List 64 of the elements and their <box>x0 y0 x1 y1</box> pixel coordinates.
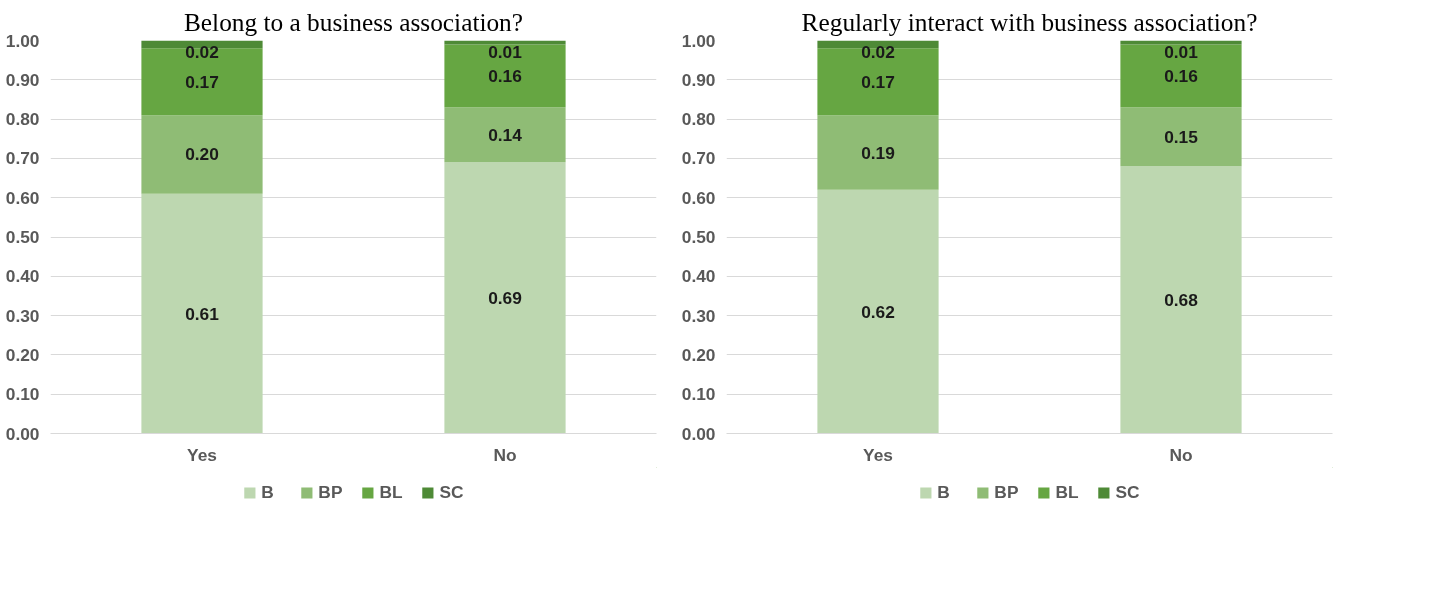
data-label: 0.01 <box>488 41 523 62</box>
y-tick-label: 0.80 <box>681 109 716 130</box>
x-tick-label: Yes <box>863 444 893 465</box>
y-tick-label: 0.70 <box>5 148 40 169</box>
bar <box>817 115 939 190</box>
legend-label: BP <box>994 481 1019 503</box>
y-tick-label: 0.80 <box>5 109 40 130</box>
data-label: 0.01 <box>1164 41 1199 62</box>
legend-label: B <box>261 481 275 503</box>
y-tick-label: 0.20 <box>5 344 40 365</box>
bar <box>141 193 263 434</box>
data-label: 0.61 <box>185 303 220 324</box>
data-label: 0.17 <box>185 71 219 92</box>
y-tick-label: 0.00 <box>681 423 716 444</box>
legend-label: BL <box>1055 481 1079 503</box>
data-label: 0.15 <box>1164 126 1199 147</box>
y-tick-label: 0.50 <box>681 227 716 247</box>
data-label: 0.02 <box>185 41 219 62</box>
bar <box>1120 107 1242 167</box>
data-label: 0.14 <box>488 124 523 145</box>
bar <box>817 48 939 116</box>
bar <box>141 48 263 116</box>
bar <box>444 44 566 108</box>
y-tick-label: 0.30 <box>5 305 40 326</box>
y-tick-label: 0.10 <box>681 384 716 405</box>
y-tick-label: 0.60 <box>5 187 40 208</box>
bar <box>1120 166 1242 434</box>
y-tick-label: 0.60 <box>681 187 716 208</box>
legend-label: SC <box>439 481 464 503</box>
y-tick-label: 0.70 <box>681 148 716 169</box>
data-label: 0.68 <box>1164 289 1199 310</box>
data-label: 0.02 <box>861 41 895 62</box>
bar <box>1120 44 1242 108</box>
y-tick-label: 0.50 <box>5 227 40 247</box>
legend-label: BP <box>318 481 343 503</box>
legend-label: SC <box>1115 481 1140 503</box>
y-tick-label: 0.30 <box>681 305 716 326</box>
chart-title: Belong to a business association? <box>183 7 524 36</box>
y-tick-label: 0.40 <box>5 266 40 287</box>
x-tick-label: Yes <box>187 444 217 465</box>
legend-label: B <box>937 481 951 503</box>
y-tick-label: 1.00 <box>5 30 40 51</box>
data-label: 0.16 <box>1164 65 1199 86</box>
y-tick-label: 0.00 <box>5 423 40 444</box>
y-tick-label: 0.10 <box>5 384 40 405</box>
data-label: 0.17 <box>861 71 895 92</box>
legend-label: BL <box>379 481 403 503</box>
data-label: 0.20 <box>185 144 219 165</box>
y-tick-label: 0.20 <box>681 344 716 365</box>
bar <box>817 189 939 434</box>
y-tick-label: 1.00 <box>681 30 716 51</box>
x-tick-label: No <box>493 444 517 465</box>
y-tick-label: 0.90 <box>681 69 716 90</box>
y-tick-label: 0.40 <box>681 266 716 287</box>
chart-title: Regularly interact with business association? <box>801 7 1258 36</box>
x-tick-label: No <box>1169 444 1193 465</box>
data-label: 0.62 <box>861 301 895 322</box>
bar <box>141 115 263 194</box>
bar <box>444 107 566 163</box>
data-label: 0.16 <box>488 65 523 86</box>
data-label: 0.19 <box>861 142 895 163</box>
y-tick-label: 0.90 <box>5 69 40 90</box>
data-label: 0.69 <box>488 287 522 308</box>
bar <box>444 162 566 434</box>
